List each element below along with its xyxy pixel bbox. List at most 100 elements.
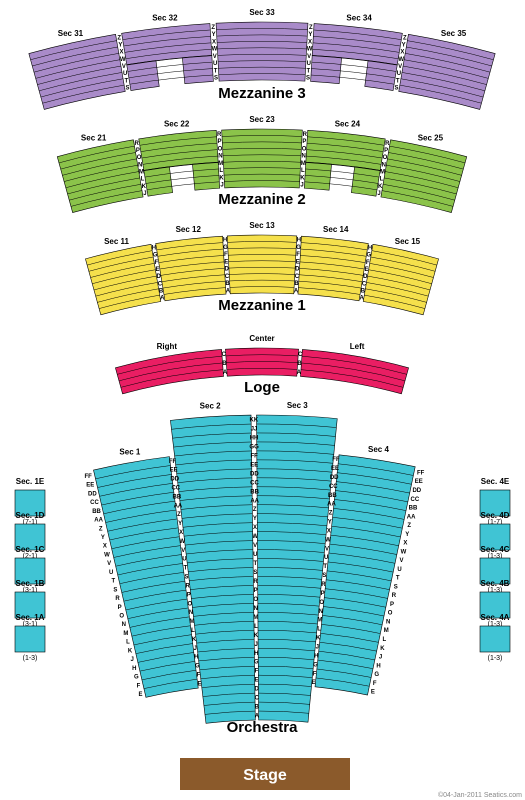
row-label: F xyxy=(373,681,377,687)
side-box-label: Sec. 1D xyxy=(16,511,45,520)
row-label: M xyxy=(139,170,144,176)
row-label: F xyxy=(366,260,370,266)
row-label: A xyxy=(294,288,299,294)
row-label: E xyxy=(224,259,228,265)
row-label: W xyxy=(104,552,110,558)
section-label: Sec 2 xyxy=(200,402,221,411)
row-label: L xyxy=(141,177,145,183)
section-label: Sec 22 xyxy=(164,120,190,129)
row-label: C xyxy=(158,281,163,287)
row-label: AA xyxy=(327,502,336,508)
row-label: U xyxy=(123,71,127,77)
row-label: Z xyxy=(117,35,121,41)
row-label: X xyxy=(253,525,257,531)
row-label: N xyxy=(189,610,193,616)
row-label: S xyxy=(113,587,117,593)
row-label: B xyxy=(297,361,302,367)
section-label: Sec 14 xyxy=(323,225,349,234)
row-label: L xyxy=(317,627,321,633)
tier-mezzanine-3: Sec 31Sec 32ZYXWVUTSSec 33ZYXWVUTSSec 34… xyxy=(29,8,495,109)
section-label: Sec 21 xyxy=(81,133,107,142)
row-label: DD xyxy=(170,477,179,483)
row-label: C xyxy=(255,696,260,702)
row-label: S xyxy=(214,76,218,82)
row-label: Z xyxy=(309,25,313,31)
row-label: V xyxy=(253,543,257,549)
tier-label: Orchestra xyxy=(227,719,299,736)
row-label: H xyxy=(297,238,301,244)
row-label: T xyxy=(396,576,400,582)
row-label: K xyxy=(378,184,383,190)
side-box-label: Sec. 1A xyxy=(16,613,45,622)
row-label: A xyxy=(160,296,165,302)
row-label: E xyxy=(371,690,375,696)
row-label: J xyxy=(377,191,380,197)
row-label: L xyxy=(301,168,305,174)
section-label: Sec 13 xyxy=(249,221,275,230)
row-label: H xyxy=(314,653,318,659)
row-label: T xyxy=(214,68,218,74)
row-label: V xyxy=(307,54,311,60)
row-label: H xyxy=(194,655,198,661)
row-label: DD xyxy=(330,475,339,481)
row-label: EE xyxy=(415,479,423,485)
row-label: P xyxy=(118,605,122,611)
row-label: HH xyxy=(250,435,259,441)
row-label: DD xyxy=(88,491,97,497)
tier-label: Loge xyxy=(244,379,280,396)
seating-chart: Sec 31Sec 32ZYXWVUTSSec 33ZYXWVUTSSec 34… xyxy=(0,0,525,800)
row-label: S xyxy=(125,85,129,91)
side-box-label: Sec. 1E xyxy=(16,477,45,486)
row-label: V xyxy=(325,546,329,552)
row-label: D xyxy=(157,274,162,280)
row-label: K xyxy=(380,646,385,652)
row-label: CC xyxy=(90,500,99,506)
row-label: J xyxy=(130,657,133,663)
row-label: E xyxy=(139,692,143,698)
row-label: E xyxy=(156,267,160,273)
row-label: Y xyxy=(101,535,105,541)
row-label: EE xyxy=(86,483,94,489)
row-label: CC xyxy=(329,484,338,490)
row-label: F xyxy=(155,260,159,266)
section-label: Sec 34 xyxy=(346,13,372,22)
row-label: F xyxy=(137,683,141,689)
row-label: G xyxy=(366,253,371,259)
row-label: G xyxy=(223,245,228,251)
row-label: CC xyxy=(411,497,420,503)
row-label: S xyxy=(306,76,310,82)
row-label: N xyxy=(319,609,323,615)
row-label: EE xyxy=(250,462,258,468)
row-label: AA xyxy=(407,514,416,520)
row-label: U xyxy=(397,71,401,77)
row-label: X xyxy=(179,530,183,536)
section-label: Sec 33 xyxy=(249,8,275,17)
row-label: V xyxy=(213,54,217,60)
side-box-label: Sec. 1C xyxy=(16,545,45,554)
row-label: Y xyxy=(405,532,409,538)
row-label: GG xyxy=(249,444,259,450)
row-label: J xyxy=(300,182,303,188)
row-label: F xyxy=(224,252,228,258)
row-label: B xyxy=(361,288,366,294)
row-label: X xyxy=(212,39,216,45)
row-label: L xyxy=(382,637,386,643)
tier-loge: RightCenterCBALeftCBALoge xyxy=(115,334,408,396)
tier-label: Mezzanine 1 xyxy=(218,297,306,314)
row-label: U xyxy=(397,567,401,573)
row-label: H xyxy=(132,666,136,672)
row-label: K xyxy=(254,633,259,639)
side-box-label: Sec. 4B xyxy=(481,579,510,588)
side-box-sub: (1-3) xyxy=(23,655,38,662)
row-label: O xyxy=(187,601,192,607)
row-label: AA xyxy=(94,518,103,524)
row-label: Z xyxy=(403,35,407,41)
row-label: F xyxy=(255,669,259,675)
row-label: DD xyxy=(250,471,259,477)
row-label: P xyxy=(390,602,394,608)
row-label: EE xyxy=(331,466,339,472)
row-label: S xyxy=(395,85,399,91)
row-label: J xyxy=(220,182,223,188)
row-label: V xyxy=(398,64,402,70)
row-label: D xyxy=(295,267,300,273)
